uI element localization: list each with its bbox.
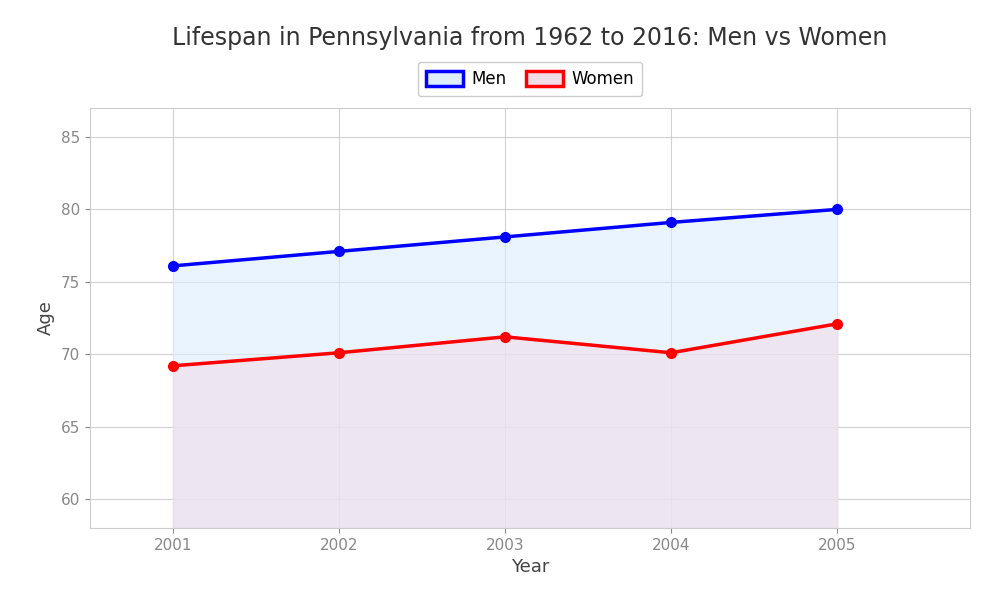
Legend: Men, Women: Men, Women bbox=[418, 62, 642, 97]
Y-axis label: Age: Age bbox=[37, 301, 55, 335]
X-axis label: Year: Year bbox=[511, 558, 549, 576]
Title: Lifespan in Pennsylvania from 1962 to 2016: Men vs Women: Lifespan in Pennsylvania from 1962 to 20… bbox=[172, 26, 888, 50]
